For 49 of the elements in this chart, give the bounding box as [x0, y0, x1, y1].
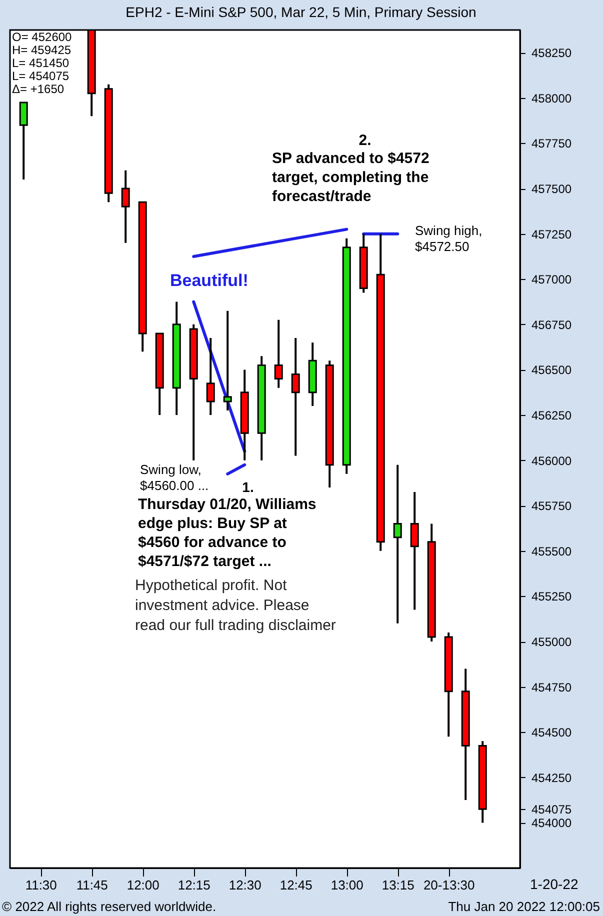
x-tick-label: 12:30	[228, 878, 262, 892]
candlestick	[410, 491, 419, 611]
y-tick-label: 457750	[532, 136, 572, 151]
text: Thu Jan 20 2022 12:00:05	[448, 899, 600, 914]
y-tick-label: 457000	[532, 272, 572, 287]
x-tick-label: 13:15	[382, 878, 414, 892]
chart-title: EPH2 - E-Mini S&P 500, Mar 22, 5 Min, Primary Session	[126, 4, 476, 20]
y-tick-label: 455000	[532, 635, 572, 650]
x-tick-label: 12:15	[178, 878, 210, 892]
x-tick-label: 20-13:30	[423, 878, 475, 892]
y-tick-label: 455500	[532, 544, 572, 558]
annotation: 1.	[242, 479, 254, 495]
annotation: Swing low, $4560.00 ...	[140, 462, 209, 493]
y-tick-label: 458000	[532, 91, 572, 106]
text: 1-20-22	[530, 876, 578, 892]
annotation: O= 452600 H= 459425 L= 451450 L= 454075 Δ= +1650	[12, 30, 72, 96]
y-tick-label: 456750	[532, 318, 572, 332]
y-tick-label: 455750	[532, 499, 572, 514]
candlestick	[206, 337, 215, 416]
x-tick-label: 12:45	[280, 878, 312, 892]
x-tick-label: 11:30	[25, 878, 57, 892]
y-tick-label: 457250	[532, 227, 572, 242]
y-tick-label: 458250	[532, 46, 572, 60]
y-tick-label: 454500	[532, 726, 572, 740]
y-tick-label: 456000	[532, 454, 572, 468]
x-tick-label: 13:00	[330, 878, 364, 892]
annotation: Swing high, $4572.50	[415, 223, 482, 254]
annotation: Thursday 01/20, Williams edge plus: Buy SP at $4560 for advance to $4571/$72 target ...	[138, 496, 316, 570]
x-tick-label: 11:45	[76, 878, 108, 892]
annotation: Hypothetical profit. Not investment advice. Please read our full trading disclaimer	[135, 577, 336, 634]
y-tick-label: 456250	[532, 408, 572, 423]
candlestick	[121, 169, 130, 244]
text: © 2022 All rights reserved worldwide.	[2, 899, 216, 914]
candlestick	[223, 310, 232, 412]
x-tick-label: 12:00	[126, 878, 160, 892]
annotation: SP advanced to $4572 target, completing the forecast/trade	[272, 150, 430, 205]
candlestick	[19, 101, 28, 180]
y-tick-label: 454000	[532, 816, 572, 830]
y-tick-label: 455250	[532, 590, 572, 604]
y-tick-label: 456500	[532, 363, 572, 378]
annotation: Beautiful!	[170, 271, 248, 290]
candlestick	[274, 318, 283, 389]
annotation: 2.	[358, 132, 372, 149]
y-tick-label: 454750	[532, 680, 572, 694]
y-tick-label: 454075	[532, 802, 572, 817]
candlestick	[393, 464, 402, 624]
y-tick-label: 457500	[532, 182, 572, 196]
y-tick-label: 454250	[532, 770, 572, 785]
candlestick	[291, 337, 300, 457]
